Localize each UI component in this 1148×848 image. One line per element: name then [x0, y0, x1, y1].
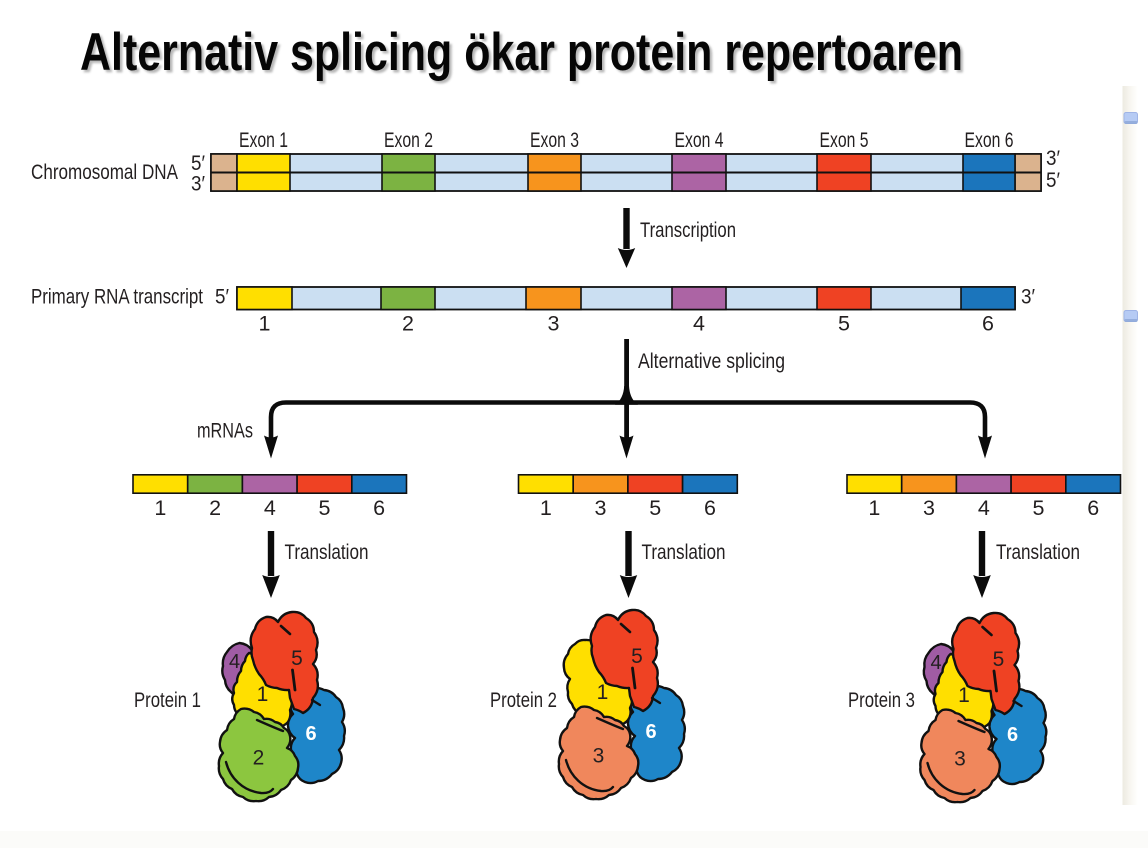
svg-text:Exon 1: Exon 1 — [239, 129, 288, 152]
svg-text:Protein 3: Protein 3 — [848, 689, 915, 712]
svg-text:5: 5 — [993, 648, 1005, 671]
svg-text:Transcription: Transcription — [640, 219, 736, 242]
svg-text:3: 3 — [593, 745, 605, 768]
svg-text:5′: 5′ — [1046, 169, 1060, 192]
svg-text:Alternativ splicing ökar prote: Alternativ splicing ökar protein reperto… — [80, 23, 963, 82]
svg-text:1: 1 — [540, 496, 552, 520]
svg-text:Chromosomal DNA: Chromosomal DNA — [31, 161, 178, 184]
svg-text:1: 1 — [257, 683, 269, 706]
svg-text:5: 5 — [649, 496, 661, 520]
svg-text:5: 5 — [291, 647, 303, 670]
svg-text:Exon 6: Exon 6 — [965, 129, 1014, 152]
svg-text:2: 2 — [402, 312, 414, 336]
svg-text:Primary RNA transcript: Primary RNA transcript — [31, 286, 203, 309]
svg-text:1: 1 — [259, 312, 271, 336]
svg-text:Protein 1: Protein 1 — [134, 689, 201, 712]
svg-text:Protein 2: Protein 2 — [490, 689, 557, 712]
svg-text:6: 6 — [1007, 724, 1018, 746]
svg-text:5: 5 — [838, 312, 850, 336]
svg-text:5′: 5′ — [191, 152, 205, 175]
svg-text:5′: 5′ — [215, 286, 229, 309]
svg-text:3: 3 — [595, 496, 607, 520]
svg-text:5: 5 — [1033, 496, 1045, 520]
svg-text:Translation: Translation — [285, 541, 369, 564]
svg-text:Alternativ splicing ökar prote: Alternativ splicing ökar protein reperto… — [83, 26, 966, 85]
svg-text:Translation: Translation — [642, 541, 726, 564]
svg-text:Alternative splicing: Alternative splicing — [638, 350, 785, 373]
svg-text:6: 6 — [704, 496, 716, 520]
svg-text:4: 4 — [693, 312, 705, 336]
svg-text:Translation: Translation — [996, 541, 1080, 564]
svg-text:Exon 4: Exon 4 — [675, 129, 724, 152]
svg-text:3: 3 — [954, 748, 966, 771]
svg-text:Exon 5: Exon 5 — [820, 129, 869, 152]
svg-text:4: 4 — [930, 652, 941, 674]
svg-text:3: 3 — [548, 312, 560, 336]
svg-text:1: 1 — [958, 684, 970, 707]
svg-text:6: 6 — [1087, 496, 1099, 520]
svg-text:2: 2 — [253, 747, 265, 770]
svg-text:6: 6 — [982, 312, 994, 336]
svg-text:4: 4 — [978, 496, 990, 520]
svg-text:1: 1 — [597, 681, 609, 704]
svg-text:2: 2 — [209, 496, 221, 520]
svg-text:1: 1 — [868, 496, 880, 520]
svg-text:3′: 3′ — [1021, 286, 1035, 309]
svg-text:5: 5 — [631, 645, 643, 668]
svg-text:3: 3 — [923, 496, 935, 520]
svg-text:6: 6 — [305, 723, 316, 745]
svg-text:mRNAs: mRNAs — [197, 420, 253, 443]
svg-text:1: 1 — [154, 496, 166, 520]
svg-text:Exon 2: Exon 2 — [384, 129, 433, 152]
svg-text:4: 4 — [229, 651, 240, 673]
svg-text:6: 6 — [645, 721, 656, 743]
svg-text:3′: 3′ — [1046, 147, 1060, 170]
svg-text:5: 5 — [319, 496, 331, 520]
svg-text:Exon 3: Exon 3 — [530, 129, 579, 152]
svg-text:6: 6 — [373, 496, 385, 520]
svg-text:3′: 3′ — [191, 173, 205, 196]
svg-text:4: 4 — [264, 496, 276, 520]
